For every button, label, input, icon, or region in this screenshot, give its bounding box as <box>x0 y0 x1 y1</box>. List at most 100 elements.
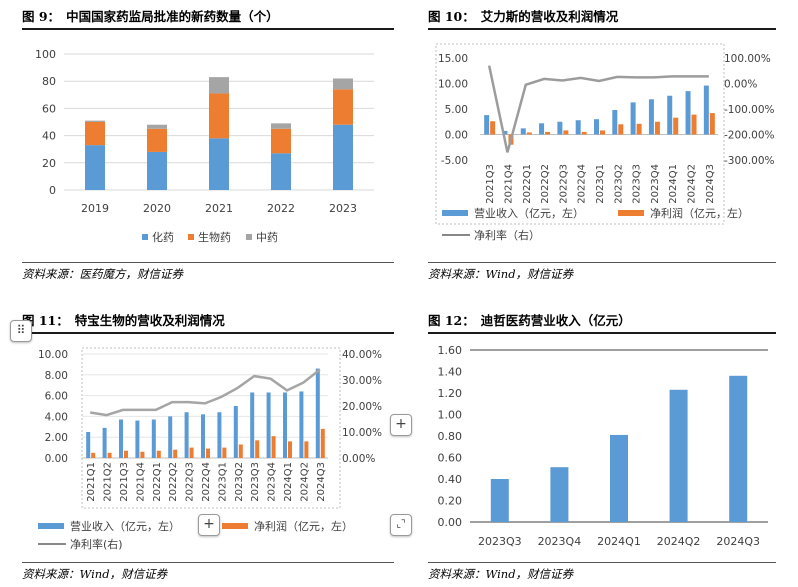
resize-handle-icon[interactable]: ⌞⌝ <box>390 514 412 536</box>
bar <box>691 114 697 135</box>
y-tick-label: 1.00 <box>438 409 463 422</box>
bar <box>217 412 222 458</box>
bar <box>709 113 715 135</box>
y-tick-label: 0.20 <box>438 495 463 508</box>
bar <box>91 452 96 458</box>
chart-panel-3: 图 11： 特宝生物的营收及利润情况 0.00 2.00 4.00 6.00 8.00 10… <box>22 312 394 584</box>
y-left-tick-label: 8.00 <box>45 370 68 382</box>
source-note-2: 资料来源：Wind，财信证券 <box>428 262 776 283</box>
bar <box>490 479 509 522</box>
bar <box>520 128 526 135</box>
x-tick-label: 2023Q3 <box>632 164 643 204</box>
bar <box>184 412 189 458</box>
x-tick-label: 2023Q1 <box>595 164 606 204</box>
bar <box>539 123 545 135</box>
y-tick-label: 60 <box>42 102 56 115</box>
x-tick-label: 2024Q3 <box>316 462 327 502</box>
source-note-1: 资料来源：医药魔方，财信证券 <box>22 262 394 283</box>
add-element-button[interactable]: + <box>390 414 412 436</box>
bar <box>610 434 628 522</box>
bar <box>667 95 673 135</box>
bar <box>575 120 581 135</box>
bar <box>563 130 569 135</box>
y-right-tick-label: -300.00% <box>724 155 775 167</box>
bar <box>222 447 227 458</box>
bar-segment <box>209 77 229 94</box>
bar-segment <box>271 123 291 129</box>
bar <box>654 121 660 135</box>
bar <box>173 449 178 458</box>
bar <box>600 130 605 135</box>
bar <box>630 102 636 135</box>
x-tick-label: 2020 <box>143 202 171 215</box>
bar <box>156 450 161 458</box>
bar <box>124 450 128 458</box>
x-tick-label: 2022Q1 <box>152 462 163 502</box>
figure-number: 图 9： <box>22 9 61 24</box>
figure-number: 图 10： <box>428 9 475 24</box>
y-tick-label: 0.00 <box>438 516 463 529</box>
bar <box>685 91 691 135</box>
bar <box>238 444 243 458</box>
bar <box>557 121 563 135</box>
x-tick-label: 2024Q2 <box>687 164 698 204</box>
x-tick-label: 2024Q1 <box>668 164 679 204</box>
y-left-tick-label: 10.00 <box>438 79 468 91</box>
y-tick-label: 1.40 <box>438 366 463 379</box>
bar <box>594 119 599 135</box>
bar <box>206 448 210 458</box>
x-tick-label: 2019 <box>81 202 109 215</box>
y-right-tick-label: 100.00% <box>724 53 771 65</box>
drag-handle-icon[interactable]: ⠿ <box>10 320 32 342</box>
legend-swatch <box>246 234 252 240</box>
y-left-tick-label: 4.00 <box>45 411 68 423</box>
bar <box>669 389 688 522</box>
bar-segment <box>333 124 353 190</box>
bar <box>201 414 205 458</box>
source-note-3: 资料来源：Wind，财信证券 <box>22 562 394 583</box>
x-tick-label: 2023Q4 <box>538 535 582 548</box>
chart-p4: 0.00 0.20 0.40 0.60 0.80 1.00 1.20 1.40 1.60 2023… <box>438 344 768 548</box>
legend-swatch <box>442 210 468 216</box>
figure-title-text: 中国国家药监局批准的新药数量（个） <box>66 9 279 24</box>
x-tick-label: 2022Q1 <box>522 164 533 204</box>
y-tick-label: 0.80 <box>438 430 463 443</box>
x-tick-label: 2022 <box>267 202 295 215</box>
bar <box>703 85 709 135</box>
x-tick-label: 2021Q3 <box>485 164 496 204</box>
add-element-button-2[interactable]: + <box>198 514 220 536</box>
bar <box>618 124 624 135</box>
bar-segment <box>271 128 291 154</box>
bar <box>550 467 569 522</box>
bar-segment <box>85 120 105 122</box>
x-tick-label: 2022Q2 <box>168 462 179 502</box>
bar <box>490 121 496 135</box>
bar <box>304 441 309 458</box>
y-left-tick-label: 6.00 <box>45 391 68 403</box>
bar <box>673 117 679 135</box>
x-tick-label: 2023 <box>329 202 357 215</box>
legend-label: 净利润（亿元，左） <box>650 206 749 220</box>
x-tick-label: 2021 <box>205 202 233 215</box>
plot-frame <box>81 347 341 509</box>
bar-segment <box>209 138 229 190</box>
bar <box>266 392 271 458</box>
y-left-tick-label: 15.00 <box>438 53 468 65</box>
y-tick-label: 0 <box>49 184 56 197</box>
chart-p1: 0 20 40 60 80 100 2019 2020 2021 2022 2023 化药 生物药 中药 <box>35 48 374 244</box>
figure-title-text: 迪哲医药营业收入（亿元） <box>480 313 631 328</box>
plot-frame <box>435 43 725 225</box>
x-tick-label: 2022Q4 <box>201 462 212 502</box>
bar <box>484 115 490 135</box>
y-right-tick-label: -100.00% <box>724 104 775 116</box>
legend-swatch <box>618 210 644 216</box>
x-tick-label: 2022Q4 <box>577 164 588 204</box>
legend-label: 中药 <box>256 231 278 244</box>
y-right-tick-label: 0.00% <box>342 453 375 465</box>
bar-segment <box>147 124 167 129</box>
y-left-tick-label: 5.00 <box>445 104 468 116</box>
x-tick-label: 2023Q3 <box>478 535 522 548</box>
bar <box>648 99 654 135</box>
bar <box>271 436 276 458</box>
x-tick-label: 2023Q4 <box>650 164 661 204</box>
